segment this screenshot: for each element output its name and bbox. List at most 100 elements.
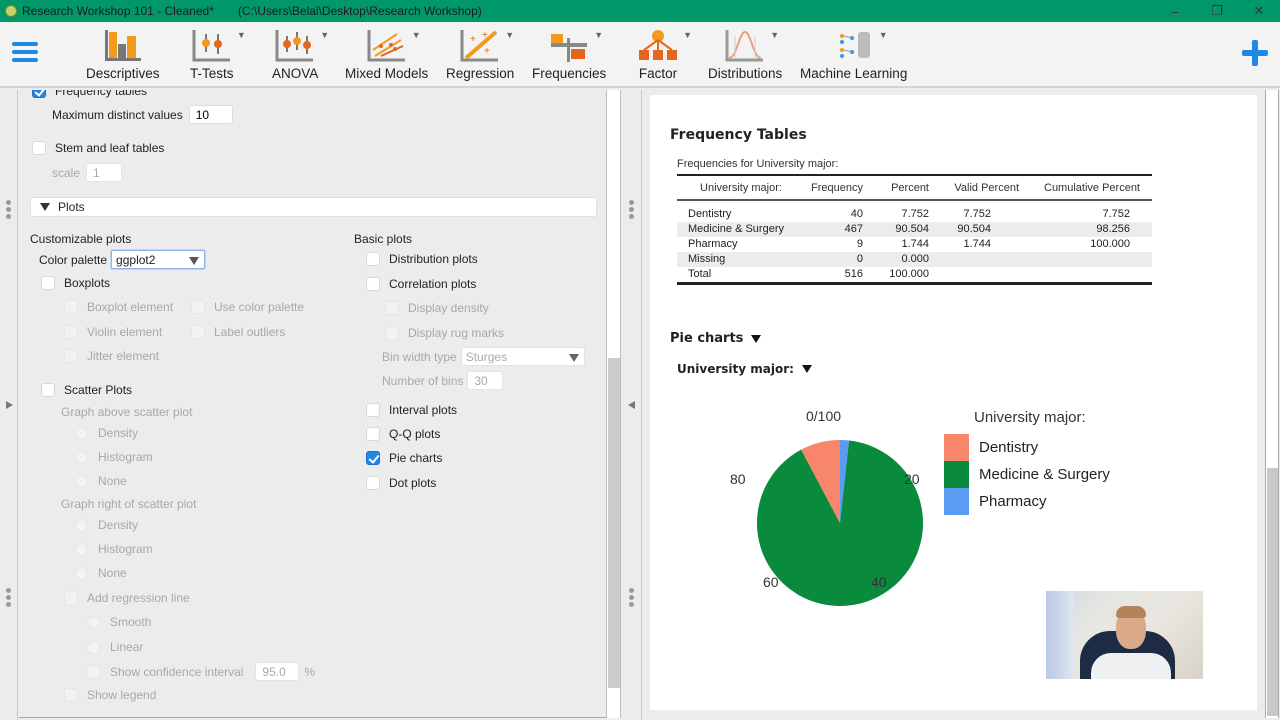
radio-button[interactable]: [75, 566, 88, 580]
tool-label: Distributions: [708, 66, 783, 81]
boxplots-option[interactable]: Boxplots: [41, 276, 110, 290]
dropdown-icon[interactable]: [801, 365, 812, 373]
right-density-radio[interactable]: Density: [75, 518, 138, 532]
label-outliers-checkbox[interactable]: [191, 325, 205, 339]
tool-distributions[interactable]: ▼ Distributions: [708, 28, 782, 84]
radio-button[interactable]: [87, 640, 100, 654]
show-ci-checkbox[interactable]: [87, 664, 101, 679]
pie-charts-option[interactable]: Pie charts: [366, 451, 442, 465]
violin-element-option[interactable]: Violin element: [64, 325, 162, 339]
radio-button[interactable]: [75, 450, 88, 464]
color-palette-select[interactable]: ggplot2: [111, 250, 206, 269]
violin-element-checkbox[interactable]: [64, 325, 78, 339]
show-ci-option[interactable]: Show confidence interval %: [87, 662, 315, 681]
right-histogram-radio[interactable]: Histogram: [75, 542, 153, 556]
tool-factor[interactable]: ▼ Factor: [638, 28, 692, 84]
radio-button[interactable]: [87, 615, 100, 629]
tool-anova[interactable]: ▼ ANOVA: [272, 28, 329, 84]
webcam-overlay: [1046, 591, 1203, 679]
max-distinct-input[interactable]: [188, 105, 233, 124]
radio-button[interactable]: [75, 518, 88, 532]
svg-text:+: +: [482, 30, 488, 41]
label-outliers-option[interactable]: Label outliers: [191, 325, 285, 339]
boxplot-element-checkbox[interactable]: [64, 300, 78, 314]
tool-t-tests[interactable]: ▼ T-Tests: [190, 28, 246, 84]
radio-button[interactable]: [75, 542, 88, 556]
drag-handle-icon[interactable]: [629, 200, 635, 221]
display-rug-option[interactable]: Display rug marks: [385, 326, 504, 340]
table-cell: Total: [677, 267, 805, 285]
restore-button[interactable]: ❐: [1211, 3, 1223, 18]
pie-subheader[interactable]: University major:: [677, 362, 812, 376]
svg-text:+: +: [484, 46, 490, 57]
scale-input[interactable]: [86, 163, 123, 182]
plus-icon[interactable]: [1242, 40, 1268, 66]
above-none-radio[interactable]: None: [75, 474, 127, 488]
tool-regression[interactable]: + + + ▼ Regression: [446, 28, 514, 84]
scrollbar-thumb[interactable]: [1267, 468, 1278, 716]
scrollbar-thumb[interactable]: [608, 358, 620, 688]
smooth-radio[interactable]: Smooth: [87, 615, 151, 629]
add-regression-line-checkbox[interactable]: [64, 591, 78, 605]
tool-frequencies[interactable]: ▼ Frequencies: [532, 28, 606, 84]
results-scrollbar[interactable]: [1265, 90, 1279, 718]
close-button[interactable]: ✕: [1253, 3, 1265, 18]
stem-leaf-option[interactable]: Stem and leaf tables: [32, 141, 164, 155]
distribution-plots-option[interactable]: Distribution plots: [366, 252, 478, 266]
plots-section-header[interactable]: Plots: [30, 197, 597, 217]
left-splitter[interactable]: [0, 90, 18, 720]
radio-button[interactable]: [75, 474, 88, 488]
ci-value-input[interactable]: [255, 662, 300, 681]
expand-right-icon[interactable]: [6, 401, 13, 409]
dropdown-icon[interactable]: [751, 334, 762, 343]
boxplots-checkbox[interactable]: [41, 276, 55, 290]
scatter-plots-checkbox[interactable]: [41, 383, 55, 397]
drag-handle-icon[interactable]: [6, 200, 12, 221]
jitter-element-checkbox[interactable]: [64, 349, 78, 363]
scatter-plots-option[interactable]: Scatter Plots: [41, 383, 132, 397]
num-bins-input[interactable]: [467, 371, 504, 390]
tool-mixed-models[interactable]: ▼ Mixed Models: [345, 28, 428, 84]
above-density-radio[interactable]: Density: [75, 426, 138, 440]
use-color-palette-checkbox[interactable]: [191, 300, 205, 314]
option-label: Distribution plots: [389, 252, 478, 266]
correlation-plots-option[interactable]: Correlation plots: [366, 277, 476, 291]
minimize-button[interactable]: –: [1171, 3, 1179, 19]
use-color-palette-option[interactable]: Use color palette: [191, 300, 304, 314]
collapse-left-icon[interactable]: [628, 401, 635, 409]
dot-plots-option[interactable]: Dot plots: [366, 476, 436, 490]
table-row: Pharmacy 9 1.744 1.744 100.000: [677, 237, 1152, 252]
dot-plots-checkbox[interactable]: [366, 476, 380, 490]
interval-plots-option[interactable]: Interval plots: [366, 403, 457, 417]
stem-leaf-checkbox[interactable]: [32, 141, 46, 155]
drag-handle-icon[interactable]: [6, 588, 12, 609]
jitter-element-option[interactable]: Jitter element: [64, 349, 159, 363]
display-rug-checkbox[interactable]: [385, 326, 399, 340]
display-density-option[interactable]: Display density: [385, 301, 489, 315]
middle-splitter[interactable]: [622, 90, 642, 720]
pie-charts-checkbox[interactable]: [366, 451, 380, 465]
display-density-checkbox[interactable]: [385, 301, 399, 315]
pie-charts-header[interactable]: Pie charts: [670, 331, 762, 346]
hamburger-menu-icon[interactable]: [12, 42, 38, 66]
frequency-tables-checkbox[interactable]: [32, 90, 46, 98]
tool-descriptives[interactable]: Descriptives: [86, 28, 160, 84]
correlation-plots-checkbox[interactable]: [366, 277, 380, 291]
show-legend-option[interactable]: Show legend: [64, 688, 156, 702]
boxplot-element-option[interactable]: Boxplot element: [64, 300, 173, 314]
bin-width-select[interactable]: Sturges: [460, 347, 585, 366]
interval-plots-checkbox[interactable]: [366, 403, 380, 417]
above-histogram-radio[interactable]: Histogram: [75, 450, 153, 464]
frequency-tables-option[interactable]: Frequency tables: [32, 90, 147, 98]
add-regression-line-option[interactable]: Add regression line: [64, 591, 190, 605]
show-legend-checkbox[interactable]: [64, 688, 78, 702]
linear-radio[interactable]: Linear: [87, 640, 143, 654]
distribution-plots-checkbox[interactable]: [366, 252, 380, 266]
drag-handle-icon[interactable]: [629, 588, 635, 609]
options-scrollbar[interactable]: [606, 90, 621, 718]
qq-plots-option[interactable]: Q-Q plots: [366, 427, 440, 441]
tool-machine-learning[interactable]: ▼ Machine Learning: [800, 28, 907, 84]
radio-button[interactable]: [75, 426, 88, 440]
qq-plots-checkbox[interactable]: [366, 427, 380, 441]
right-none-radio[interactable]: None: [75, 566, 127, 580]
